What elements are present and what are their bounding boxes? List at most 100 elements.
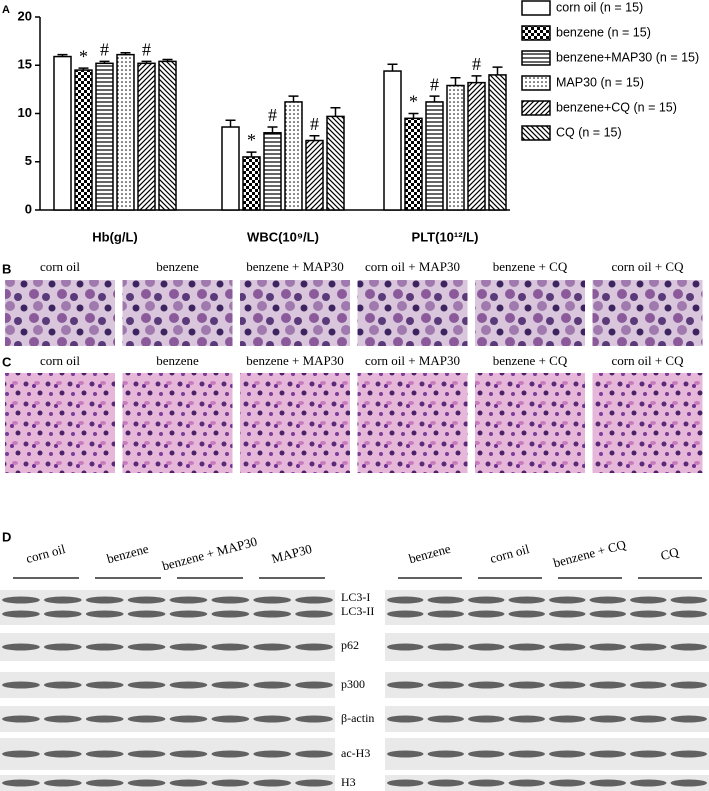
band <box>43 715 82 723</box>
y-tick-label: 20 <box>18 8 32 23</box>
legend-label: benzene+MAP30 (n = 15) <box>556 50 699 64</box>
band <box>670 681 707 689</box>
band <box>253 715 292 723</box>
bar <box>53 55 72 211</box>
legend-swatch <box>521 0 551 16</box>
band <box>169 643 208 651</box>
band <box>630 681 667 689</box>
error-bar <box>78 67 89 71</box>
micrograph <box>5 373 115 473</box>
bar <box>383 70 402 211</box>
image-label: corn oil + MAP30 <box>365 259 460 274</box>
micrograph <box>122 280 233 346</box>
micrograph <box>592 373 703 473</box>
bar <box>404 117 423 211</box>
group-label: corn oil <box>488 541 531 566</box>
error-bar <box>429 95 440 102</box>
error-bar <box>387 63 398 72</box>
legend-swatch <box>521 100 551 116</box>
band <box>549 643 586 651</box>
band <box>85 779 124 787</box>
micrograph <box>5 280 115 346</box>
significance-mark: # <box>100 40 109 60</box>
band <box>508 750 545 758</box>
image-label: corn oil <box>40 259 80 274</box>
band <box>169 596 208 604</box>
band <box>127 750 166 758</box>
bar <box>284 101 303 211</box>
bar <box>305 139 324 211</box>
panel-label: A <box>2 4 10 16</box>
bar <box>263 132 282 211</box>
group-label: benzene + CQ <box>552 536 628 570</box>
band <box>468 681 505 689</box>
band <box>387 596 424 604</box>
band <box>211 779 250 787</box>
y-tick-label: 5 <box>25 153 32 168</box>
image-label: benzene + MAP30 <box>246 353 344 368</box>
band <box>670 750 707 758</box>
error-bar <box>330 106 341 117</box>
group-label: benzene <box>105 541 150 567</box>
band <box>468 643 505 651</box>
band <box>295 715 333 723</box>
error-bar <box>162 58 173 62</box>
band <box>253 750 292 758</box>
y-tick-label: 0 <box>25 201 32 216</box>
band <box>387 643 424 651</box>
image-label: corn oil + CQ <box>612 353 685 368</box>
band <box>211 596 250 604</box>
x-tick-label: WBC(10⁹/L) <box>247 229 319 244</box>
image-label: benzene + MAP30 <box>246 259 344 274</box>
protein-label: LC3-I <box>341 590 370 604</box>
image-label: corn oil <box>40 353 80 368</box>
bar <box>488 74 507 211</box>
x-tick-label: Hb(g/L) <box>92 229 137 244</box>
blot <box>385 775 709 791</box>
band <box>387 610 424 618</box>
band <box>549 681 586 689</box>
band <box>630 715 667 723</box>
band <box>127 596 166 604</box>
micrograph <box>357 373 468 473</box>
bar <box>425 101 444 211</box>
error-bar <box>471 75 482 83</box>
band <box>43 779 82 787</box>
band <box>508 596 545 604</box>
band <box>85 643 124 651</box>
band <box>295 596 333 604</box>
error-bar <box>309 134 320 141</box>
band <box>468 610 505 618</box>
legend-swatch <box>521 25 551 41</box>
protein-label: ac-H3 <box>341 746 370 760</box>
error-bar <box>288 95 299 102</box>
band <box>2 610 40 618</box>
micrograph <box>475 373 585 473</box>
band <box>43 681 82 689</box>
band <box>2 715 40 723</box>
bar <box>326 115 345 211</box>
band <box>43 610 82 618</box>
micrograph <box>357 280 468 346</box>
bar <box>446 84 465 211</box>
micrograph <box>122 373 233 473</box>
band <box>211 715 250 723</box>
band <box>549 596 586 604</box>
band <box>387 750 424 758</box>
band <box>169 681 208 689</box>
blot <box>0 775 335 791</box>
band <box>508 779 545 787</box>
band <box>508 643 545 651</box>
error-bar <box>246 151 257 157</box>
legend-label: benzene (n = 15) <box>556 25 651 39</box>
band <box>211 681 250 689</box>
band <box>427 779 464 787</box>
band <box>2 596 40 604</box>
significance-mark: * <box>79 46 88 66</box>
error-bar <box>225 119 236 128</box>
band <box>630 643 667 651</box>
band <box>2 643 40 651</box>
image-label: corn oil + MAP30 <box>365 353 460 368</box>
legend-label: benzene+CQ (n = 15) <box>556 100 677 114</box>
blot <box>0 590 335 625</box>
